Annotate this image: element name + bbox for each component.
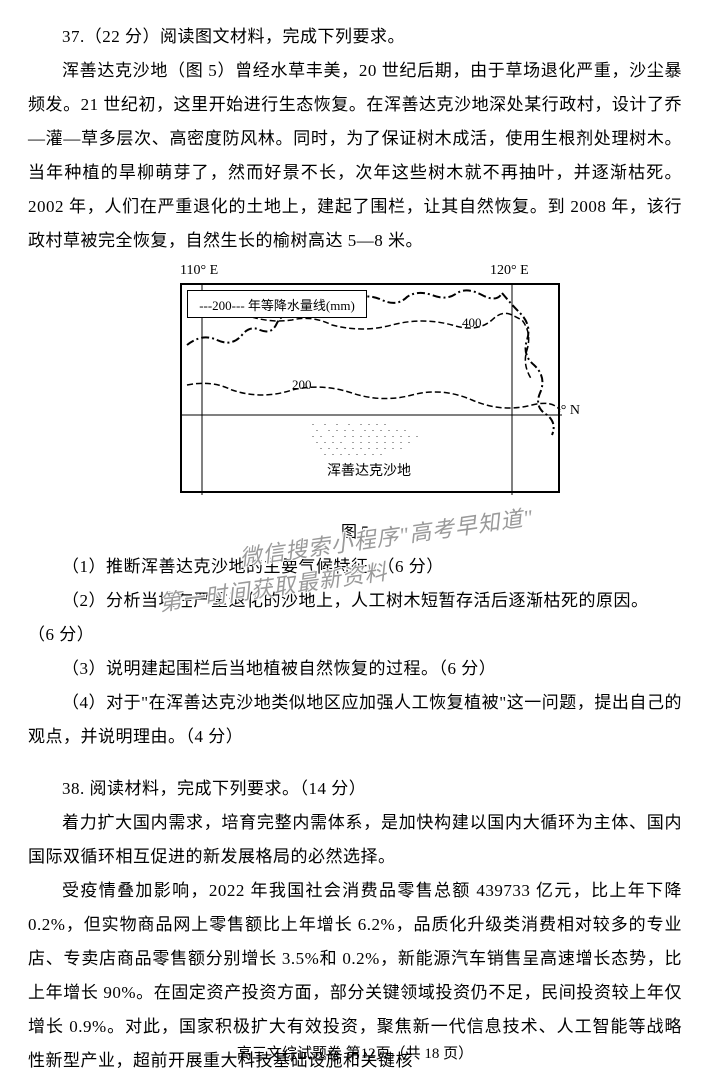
q37-sub3: （3）说明建起围栏后当地植被自然恢复的过程。（6 分） (28, 652, 682, 686)
q37-header: 37.（22 分）阅读图文材料，完成下列要求。 (28, 20, 682, 54)
q37-sub4: （4）对于"在浑善达克沙地类似地区应加强人工恢复植被"这一问题，提出自己的观点，… (28, 686, 682, 754)
q37-sub2b: （6 分） (28, 618, 682, 652)
page-footer: 高三文综试题卷 第12页（共 18 页） (0, 1042, 710, 1063)
lon-120: 120° E (490, 263, 529, 279)
map-figure: 110° E 120° E 43° N ---200--- 年等降水量线(mm)… (140, 268, 570, 513)
q37-sub2: （2）分析当地在严重退化的沙地上，人工树木短暂存活后逐渐枯死的原因。 (28, 584, 682, 618)
sand-dots: . . . . . . . . . . . . . . . . . . . . … (312, 420, 452, 456)
q37-sub1: （1）推断浑善达克沙地的主要气候特征。（6 分） (28, 550, 682, 584)
lon-110: 110° E (180, 263, 218, 279)
q38-p1: 着力扩大国内需求，培育完整内需体系，是加快构建以国内大循环为主体、国内国际双循环… (28, 806, 682, 874)
place-label: 浑善达克沙地 (327, 460, 411, 480)
map-legend: ---200--- 年等降水量线(mm) (187, 290, 367, 318)
q37-paragraph: 浑善达克沙地（图 5）曾经水草丰美，20 世纪后期，由于草场退化严重，沙尘暴频发… (28, 54, 682, 258)
contour-400: 400 (462, 315, 482, 331)
q38-header: 38. 阅读材料，完成下列要求。（14 分） (28, 772, 682, 806)
figure-caption: 图 5 (28, 518, 682, 542)
map-box: ---200--- 年等降水量线(mm) 400 200 . . . . . .… (180, 283, 560, 493)
contour-200: 200 (292, 377, 312, 393)
